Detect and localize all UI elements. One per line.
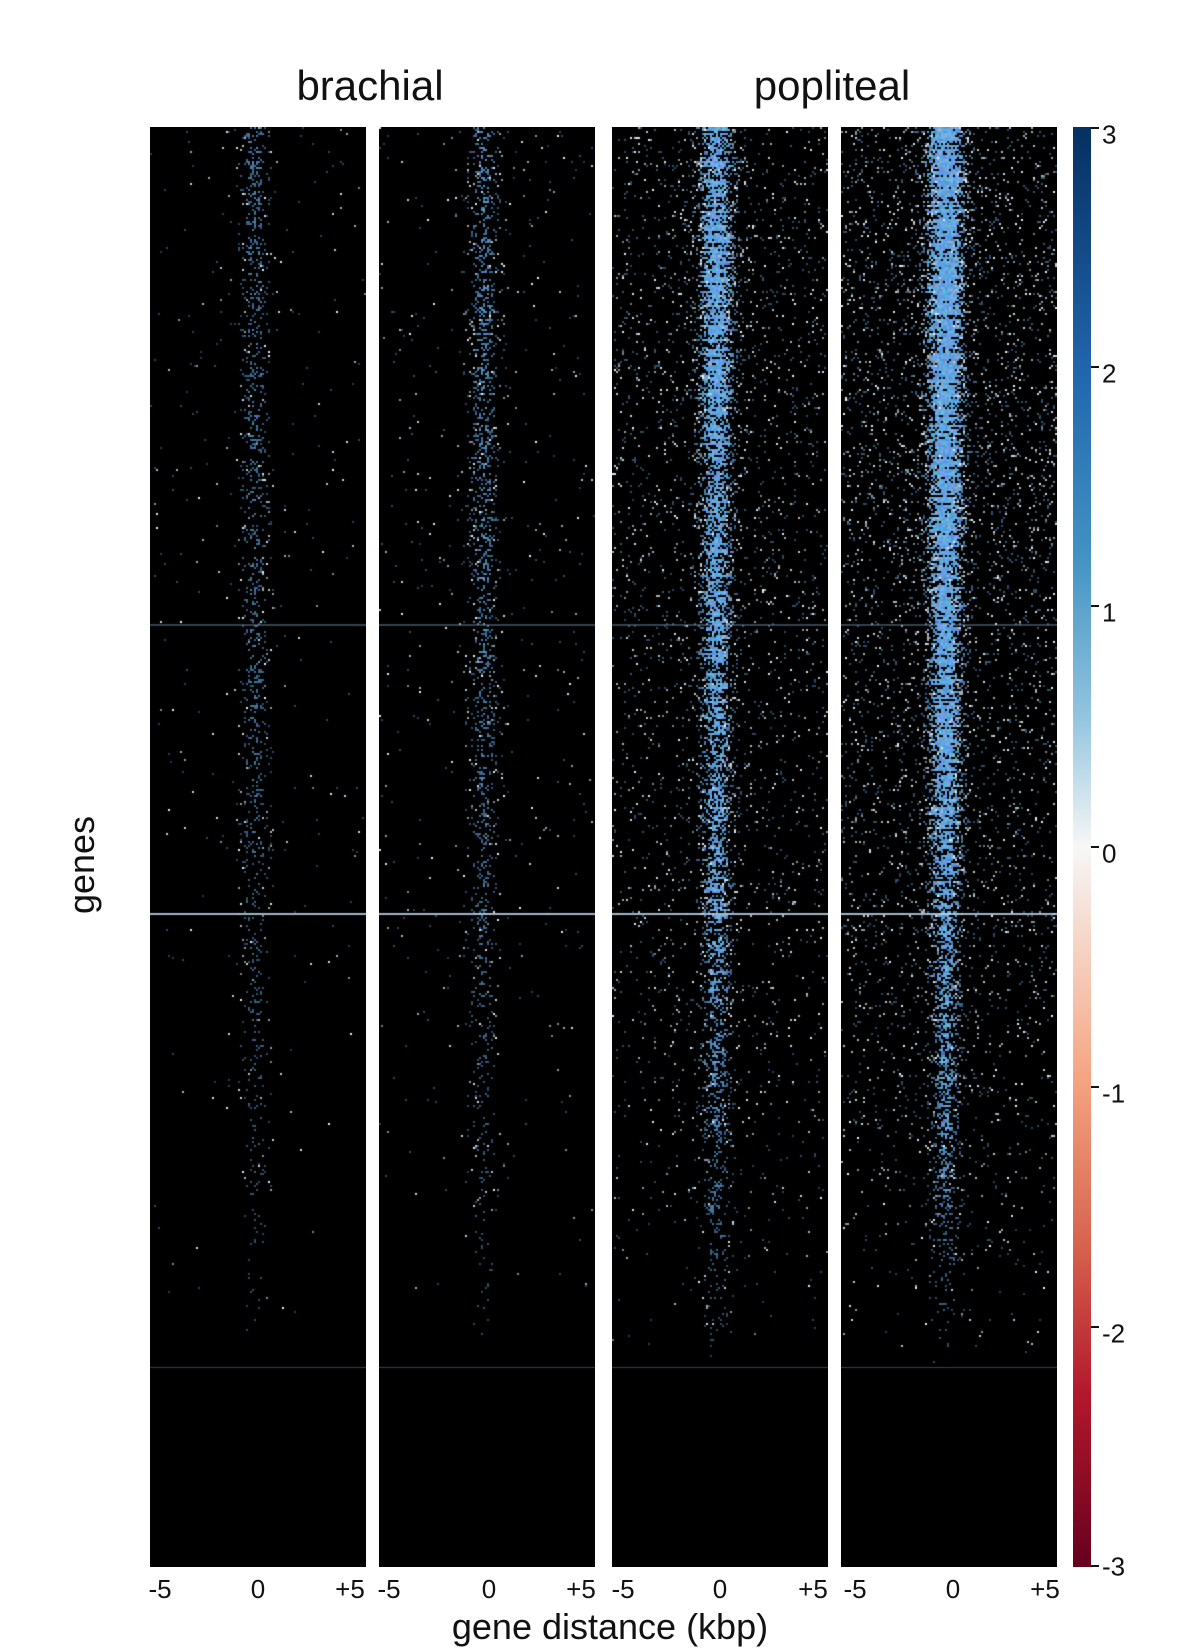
x-tick-label: 0 (945, 1574, 961, 1604)
heatmap-canvas-3 (612, 127, 828, 1567)
colorbar-tick (1091, 846, 1099, 848)
x-tick-label: +5 (798, 1574, 828, 1604)
colorbar-tick (1091, 1326, 1099, 1328)
heatmap-panel-popliteal-2 (841, 127, 1057, 1567)
x-tick-label: +5 (335, 1574, 365, 1604)
heatmap-panel-brachial-2 (379, 127, 595, 1567)
heatmap-canvas-4 (841, 127, 1057, 1567)
colorbar-tick-label: 0 (1102, 838, 1117, 869)
colorbar-tick (1091, 366, 1099, 368)
colorbar-tick-label: -2 (1102, 1318, 1126, 1349)
x-tick-label: -5 (148, 1574, 172, 1604)
x-tick-label: -5 (377, 1574, 401, 1604)
heatmap-canvas-2 (379, 127, 595, 1567)
x-tick-label: -5 (611, 1574, 635, 1604)
group-title-popliteal: popliteal (753, 62, 911, 109)
x-tick-label: 0 (712, 1574, 728, 1604)
colorbar (1073, 127, 1091, 1567)
colorbar-tick-label: -3 (1102, 1551, 1126, 1582)
x-axis-label: gene distance (kbp) (451, 1606, 769, 1647)
colorbar-tick (1091, 1565, 1099, 1567)
x-tick-label: -5 (843, 1574, 867, 1604)
y-axis-label: genes (61, 815, 102, 915)
x-tick-label: +5 (566, 1574, 596, 1604)
colorbar-tick-label: 1 (1102, 597, 1117, 628)
group-title-brachial: brachial (296, 62, 444, 109)
colorbar-tick-label: -1 (1102, 1078, 1126, 1109)
x-tick-label: +5 (1030, 1574, 1060, 1604)
heatmap-panel-brachial-1 (150, 127, 366, 1567)
colorbar-tick (1091, 605, 1099, 607)
x-tick-label: 0 (481, 1574, 497, 1604)
heatmap-canvas-1 (150, 127, 366, 1567)
x-tick-label: 0 (250, 1574, 266, 1604)
colorbar-tick-label: 3 (1102, 119, 1117, 150)
heatmap-panel-popliteal-1 (612, 127, 828, 1567)
colorbar-tick (1091, 127, 1099, 129)
colorbar-tick-label: 2 (1102, 358, 1117, 389)
colorbar-tick (1091, 1086, 1099, 1088)
